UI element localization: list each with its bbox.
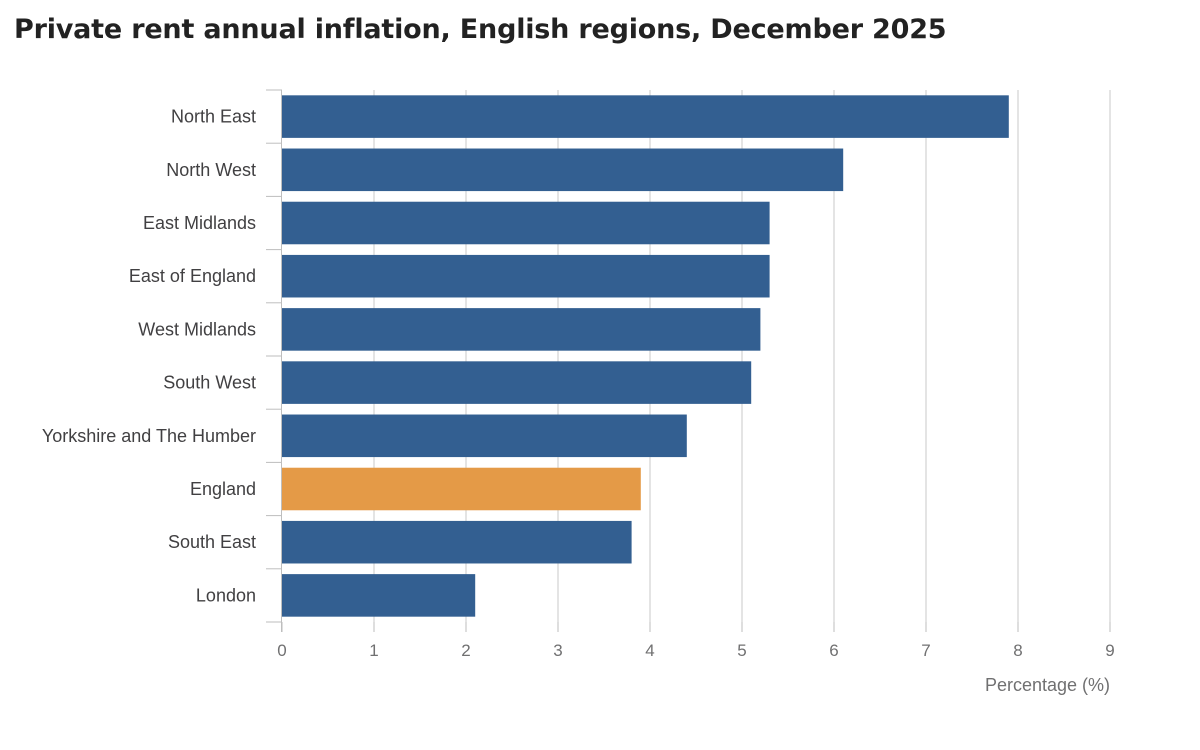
category-label: Yorkshire and The Humber <box>42 426 256 446</box>
category-label: West Midlands <box>138 319 256 339</box>
chart-title: Private rent annual inflation, English r… <box>14 14 947 45</box>
x-tick-label: 0 <box>277 641 286 660</box>
x-axis-title: Percentage (%) <box>985 675 1110 695</box>
bar <box>282 308 761 351</box>
x-tick-label: 2 <box>461 641 470 660</box>
bar <box>282 361 752 404</box>
x-tick-label: 9 <box>1105 641 1114 660</box>
category-label: London <box>196 585 256 605</box>
axes <box>266 89 1111 632</box>
x-tick-labels: 0 1 2 3 4 5 6 7 8 9 <box>277 641 1114 660</box>
x-tick-label: 8 <box>1013 641 1022 660</box>
bar <box>282 148 844 192</box>
category-label: South East <box>168 532 256 552</box>
bar <box>282 95 1009 138</box>
category-label: North East <box>171 107 256 127</box>
x-tick-label: 7 <box>921 641 930 660</box>
category-label: South West <box>163 373 256 393</box>
bar <box>282 414 687 458</box>
bar <box>282 467 641 511</box>
x-tick-label: 3 <box>553 641 562 660</box>
bar <box>282 520 632 564</box>
bar <box>282 201 770 245</box>
category-label: East Midlands <box>143 213 256 233</box>
bars <box>282 95 1009 617</box>
x-tick-label: 4 <box>645 641 654 660</box>
x-tick-label: 6 <box>829 641 838 660</box>
bar <box>282 574 476 617</box>
bar <box>282 254 770 298</box>
category-labels: North East North West East Midlands East of… <box>42 107 256 606</box>
x-tick-label: 1 <box>369 641 378 660</box>
category-label: England <box>190 479 256 499</box>
x-tick-label: 5 <box>737 641 746 660</box>
category-label: East of England <box>129 266 256 286</box>
category-label: North West <box>166 160 256 180</box>
